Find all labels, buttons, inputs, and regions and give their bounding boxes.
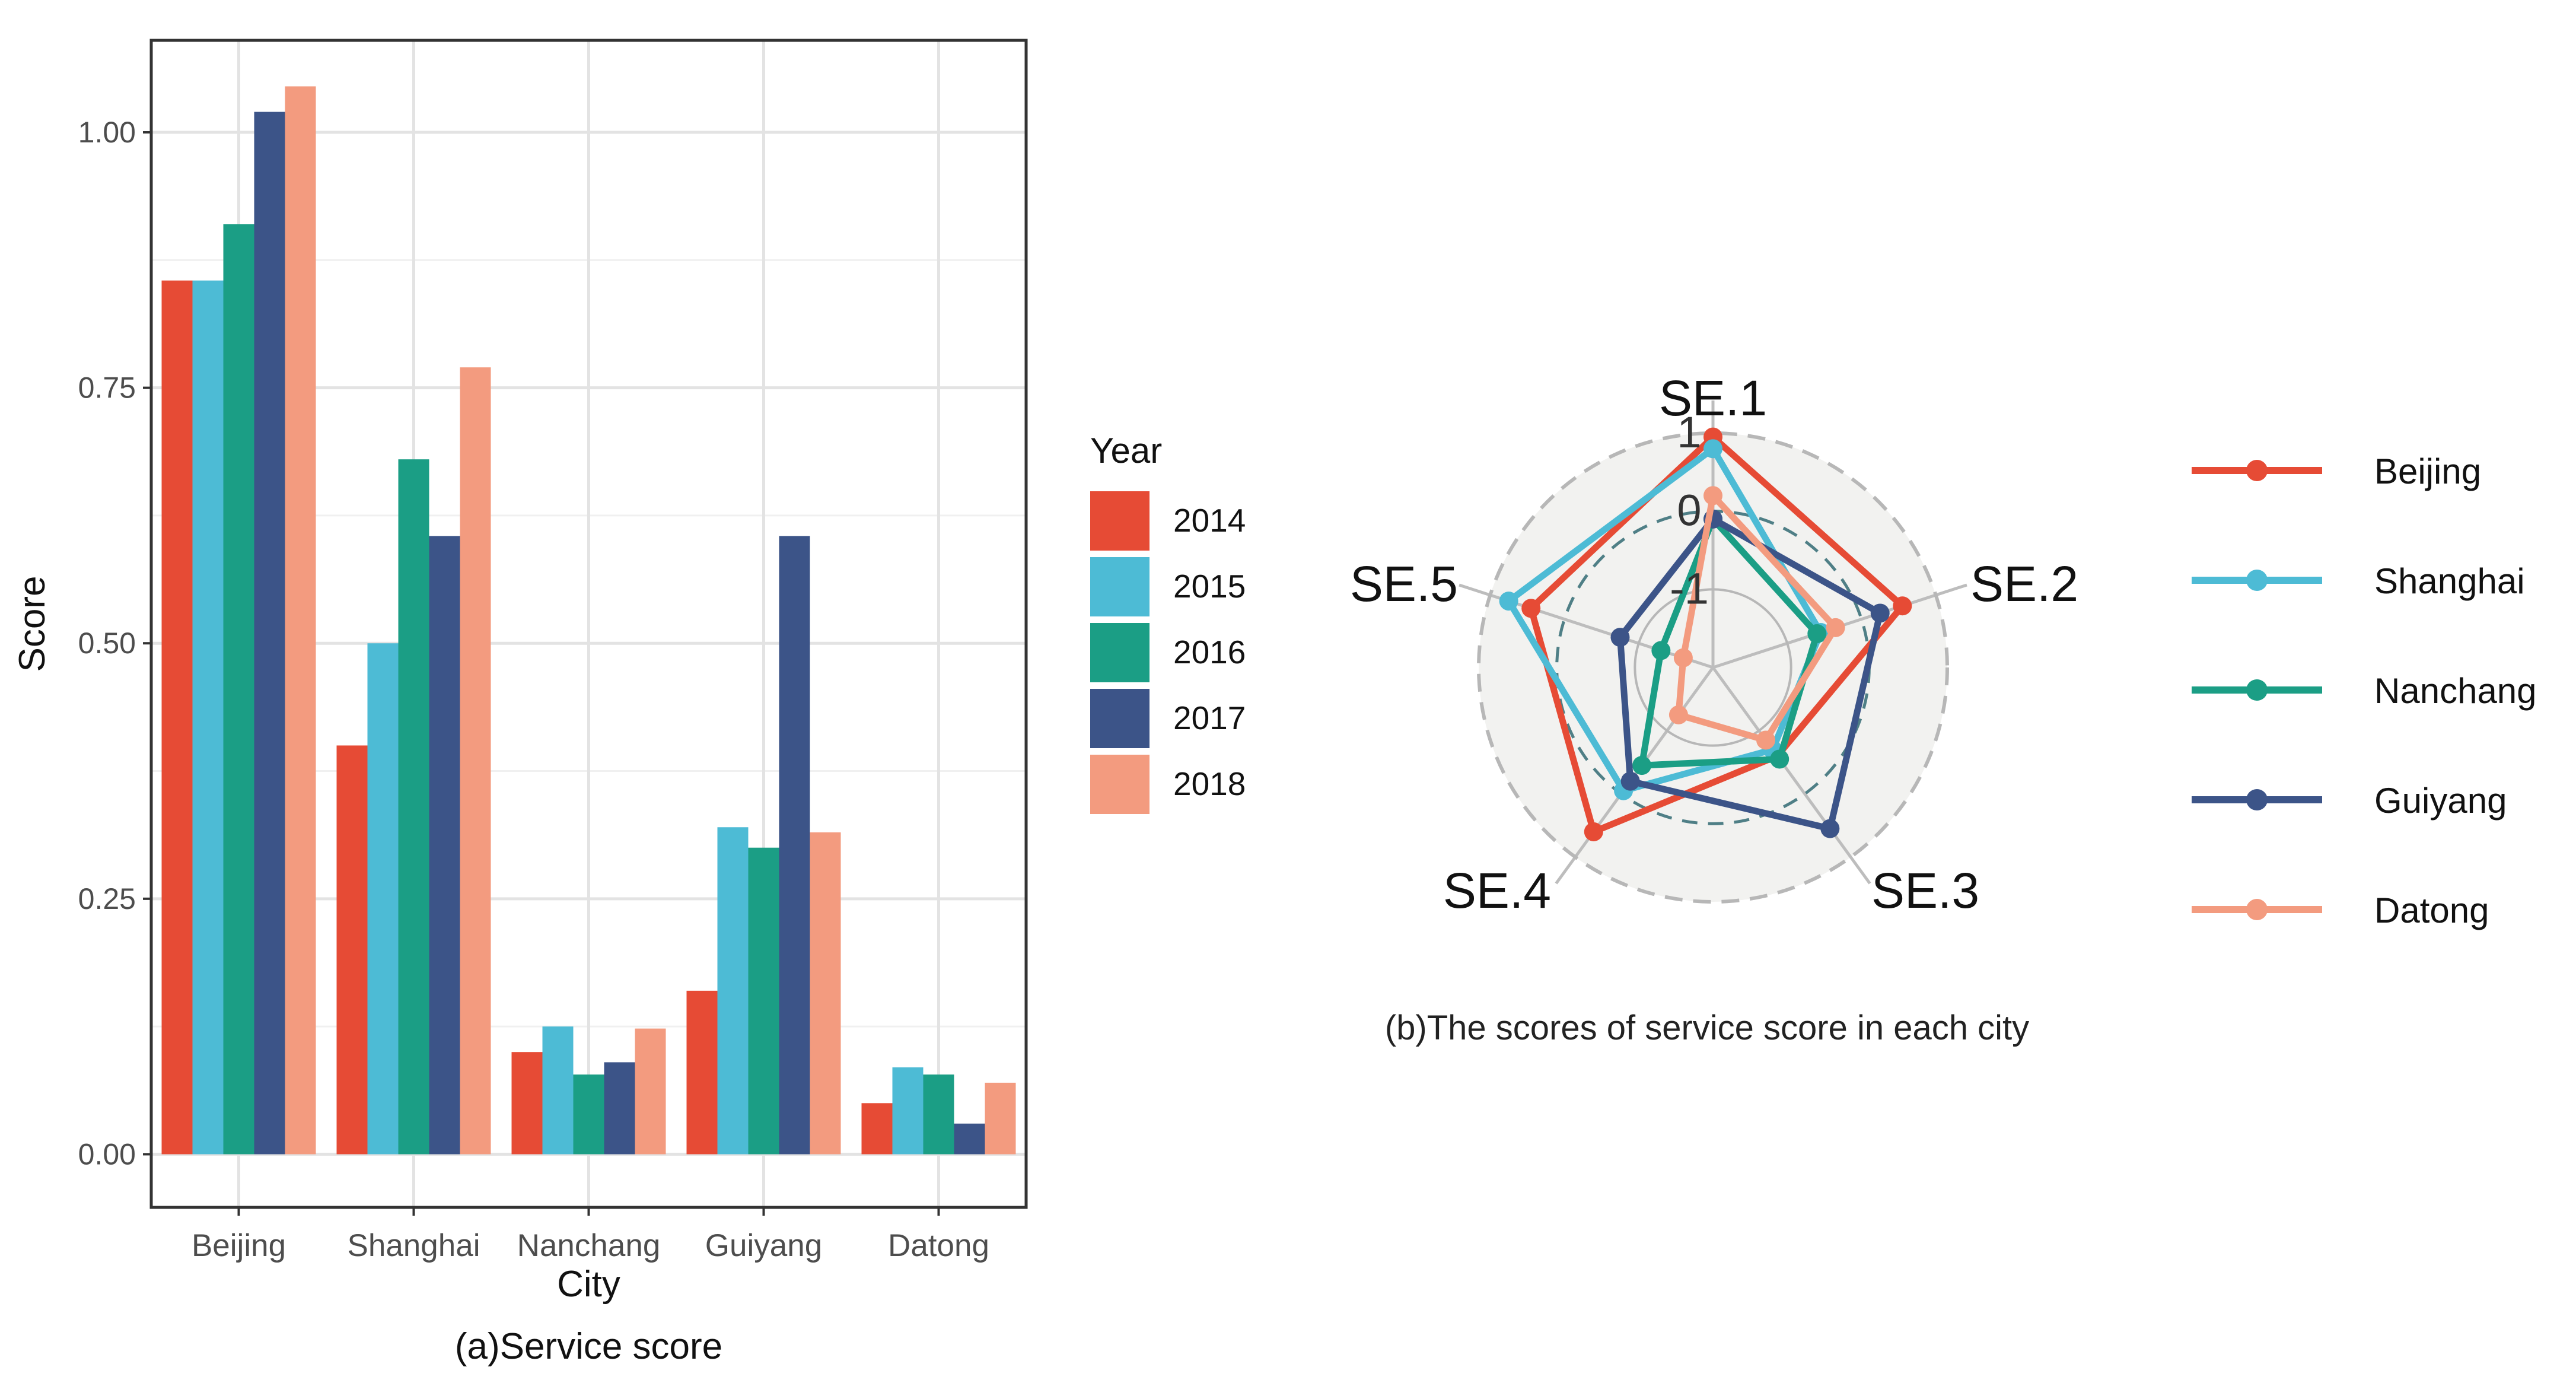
legend-marker-beijing xyxy=(2246,460,2268,481)
radar-ring-outer xyxy=(1477,431,1949,904)
radar-axis-label: SE.5 xyxy=(1350,556,1458,612)
radar-point-datong-SE.3 xyxy=(1756,730,1776,750)
legend-label: Nanchang xyxy=(2374,671,2537,711)
legend-marker-guiyang xyxy=(2246,789,2268,810)
radar-point-nanchang-SE.4 xyxy=(1632,756,1652,775)
legend-label: Datong xyxy=(2374,891,2489,930)
legend-label: 2018 xyxy=(1173,765,1246,802)
radar-point-datong-SE.4 xyxy=(1668,705,1688,724)
bar-beijing-2018 xyxy=(285,86,316,1155)
radar-axis-label: SE.3 xyxy=(1871,863,1979,918)
bar-shanghai-2018 xyxy=(460,367,491,1155)
radar-line-guiyang xyxy=(1616,516,1884,832)
legend-label: 2016 xyxy=(1173,634,1246,670)
legend-label: Beijing xyxy=(2374,452,2481,491)
bar-nanchang-2018 xyxy=(635,1028,666,1155)
city-legend: Beijing Shanghai Nanchang Guiyang Datong xyxy=(2192,452,2537,930)
bar-beijing-2014 xyxy=(161,280,193,1155)
bar-shanghai-2016 xyxy=(398,459,429,1155)
bar-nanchang-2017 xyxy=(604,1062,635,1155)
x-tick-label: Nanchang xyxy=(517,1228,661,1263)
legend-swatch-2016 xyxy=(1090,623,1150,682)
radar-point-nanchang-SE.2 xyxy=(1807,624,1827,644)
legend-marker-datong xyxy=(2246,899,2268,920)
radar-ring-inner xyxy=(1634,588,1792,747)
legend-title: Year xyxy=(1090,431,1162,470)
radar-point-beijing-SE.2 xyxy=(1893,596,1912,616)
x-tick-label: Shanghai xyxy=(348,1228,480,1263)
radar-point-beijing-SE.5 xyxy=(1521,599,1541,618)
bar-guiyang-2018 xyxy=(810,832,841,1155)
radar-point-datong-SE.5 xyxy=(1673,648,1693,667)
radar-point-guiyang-SE.2 xyxy=(1870,603,1890,623)
legend-label: 2015 xyxy=(1173,568,1246,605)
radar-point-guiyang-SE.4 xyxy=(1620,771,1640,791)
bar-beijing-2016 xyxy=(223,224,254,1155)
radar-point-guiyang-SE.5 xyxy=(1610,628,1630,647)
radar-ring-label: -1 xyxy=(1670,564,1709,613)
bar-guiyang-2015 xyxy=(717,827,749,1155)
radar-point-shanghai-SE.1 xyxy=(1703,439,1722,459)
service-score-radar-chart: 1 0 -1 SE.1 SE.2 SE.3 SE.4 SE.5 (b)The scores of… xyxy=(1350,370,2078,1047)
x-tick-label: Datong xyxy=(888,1228,989,1263)
x-tick-label: Guiyang xyxy=(705,1228,822,1263)
radar-point-guiyang-SE.3 xyxy=(1820,819,1840,838)
y-tick-label: 1.00 xyxy=(78,116,136,149)
radar-line-shanghai xyxy=(1505,445,1824,794)
radar-point-shanghai-SE.5 xyxy=(1499,592,1518,611)
bar-datong-2017 xyxy=(954,1123,985,1155)
y-tick-label: 0.75 xyxy=(78,371,136,405)
x-tick-label: Beijing xyxy=(192,1228,286,1263)
bar-shanghai-2017 xyxy=(429,536,460,1155)
bar-shanghai-2014 xyxy=(336,745,368,1155)
radar-point-datong-SE.2 xyxy=(1826,618,1845,637)
bar-guiyang-2014 xyxy=(686,990,718,1155)
bar-nanchang-2016 xyxy=(573,1074,604,1155)
legend-swatch-2017 xyxy=(1090,689,1150,748)
radar-axis-label: SE.4 xyxy=(1443,863,1551,918)
bar-beijing-2017 xyxy=(254,112,285,1155)
x-axis-title: City xyxy=(557,1264,620,1305)
legend-swatch-2015 xyxy=(1090,557,1150,616)
bar-guiyang-2017 xyxy=(779,536,810,1155)
legend-label: Shanghai xyxy=(2374,561,2525,601)
radar-spoke xyxy=(1711,666,1871,885)
radar-point-beijing-SE.4 xyxy=(1584,822,1603,841)
legend-label: 2017 xyxy=(1173,700,1246,736)
bar-datong-2015 xyxy=(892,1067,924,1155)
radar-point-nanchang-SE.3 xyxy=(1770,749,1789,769)
radar-point-datong-SE.1 xyxy=(1703,486,1722,505)
year-legend: Year 2014 2015 2016 2017 2018 xyxy=(1090,431,1246,814)
legend-marker-shanghai xyxy=(2246,570,2268,591)
bar-nanchang-2015 xyxy=(542,1026,574,1155)
radar-ring-label: 0 xyxy=(1677,486,1701,535)
y-tick-label: 0.25 xyxy=(78,882,136,915)
service-score-bar-chart: 0.00 0.25 0.50 0.75 1.00 Beijing Shanghai Nanch… xyxy=(12,39,1028,1367)
legend-label: 2014 xyxy=(1173,502,1246,539)
radar-line-datong xyxy=(1675,492,1839,743)
legend-marker-nanchang xyxy=(2246,679,2268,701)
y-tick-label: 0.00 xyxy=(78,1137,136,1171)
legend-label: Guiyang xyxy=(2374,781,2507,821)
bar-datong-2018 xyxy=(985,1082,1016,1155)
radar-line-nanchang xyxy=(1638,516,1820,769)
bar-datong-2016 xyxy=(923,1074,954,1155)
y-tick-label: 0.50 xyxy=(78,627,136,660)
radar-point-nanchang-SE.5 xyxy=(1651,641,1671,660)
bar-nanchang-2014 xyxy=(511,1052,543,1155)
chart-caption: (a)Service score xyxy=(455,1326,722,1367)
bar-beijing-2015 xyxy=(192,280,224,1155)
bar-datong-2014 xyxy=(861,1103,893,1155)
radar-axis-label: SE.2 xyxy=(1970,556,2078,612)
y-axis-title: Score xyxy=(12,576,53,672)
legend-swatch-2014 xyxy=(1090,491,1150,551)
radar-axis-label: SE.1 xyxy=(1659,370,1767,426)
radar-ring-label: 1 xyxy=(1677,408,1701,457)
bar-guiyang-2016 xyxy=(748,847,779,1155)
legend-swatch-2018 xyxy=(1090,755,1150,814)
chart-caption: (b)The scores of service score in each c… xyxy=(1385,1009,2029,1047)
bar-shanghai-2015 xyxy=(367,643,399,1155)
